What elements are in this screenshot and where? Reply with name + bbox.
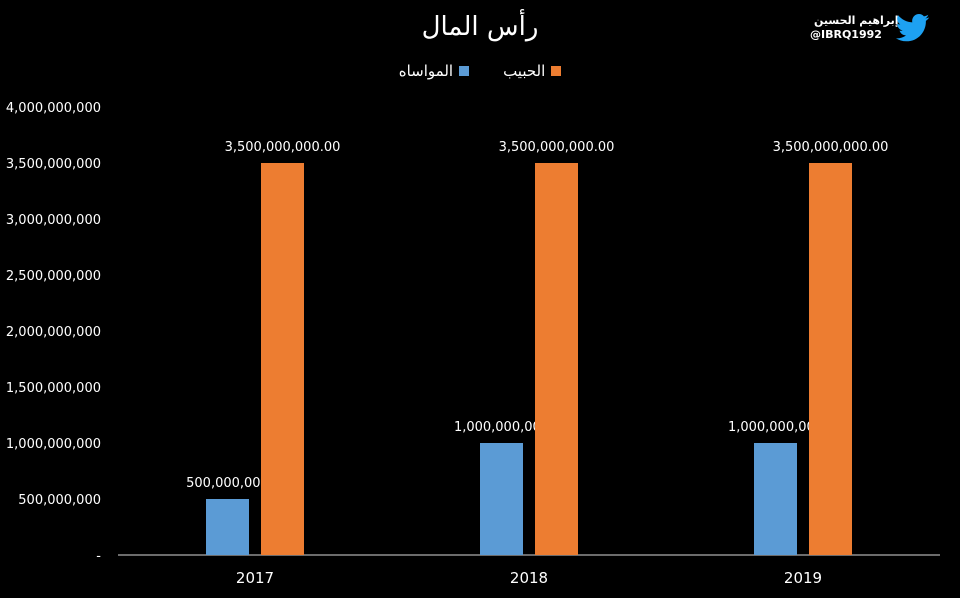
bar-2019-series-1 — [809, 163, 852, 555]
twitter-bird-icon — [895, 14, 930, 42]
x-tick-label: 2019 — [784, 569, 822, 587]
bar-2018-series-0 — [480, 443, 523, 555]
data-label: 1,000,000,000 — [454, 420, 549, 435]
y-tick-label: 500,000,000 — [18, 493, 101, 508]
y-tick-label: 3,000,000,000 — [6, 213, 101, 228]
x-tick-label: 2017 — [236, 569, 274, 587]
x-tick-label: 2018 — [510, 569, 548, 587]
data-label: 3,500,000,000.00 — [773, 140, 889, 155]
data-label: 1,000,000,000 — [728, 420, 823, 435]
y-tick-label: - — [96, 549, 101, 564]
legend-item-almuwasah: المواساه — [398, 62, 470, 80]
bar-2018-series-1 — [535, 163, 578, 555]
y-tick-label: 3,500,000,000 — [6, 157, 101, 172]
legend-swatch-almuwasah — [459, 66, 470, 76]
y-tick-label: 2,000,000,000 — [6, 325, 101, 340]
y-tick-label: 1,500,000,000 — [6, 381, 101, 396]
watermark-handle: @IBRQ1992 — [810, 28, 882, 41]
bar-2017-series-0 — [206, 499, 249, 555]
y-tick-label: 2,500,000,000 — [6, 269, 101, 284]
chart-title: رأس المال — [421, 12, 539, 42]
bar-2017-series-1 — [261, 163, 304, 555]
data-label: 500,000,000 — [186, 476, 269, 491]
watermark-name: إبراهيم الحسين — [814, 14, 899, 27]
legend: الحبيب المواساه — [0, 62, 960, 80]
y-tick-label: 4,000,000,000 — [6, 101, 101, 116]
legend-label-alhabib: الحبيب — [503, 62, 546, 80]
legend-label-almuwasah: المواساه — [398, 62, 454, 80]
watermark: إبراهيم الحسين @IBRQ1992 — [810, 14, 950, 54]
legend-item-alhabib: الحبيب — [503, 62, 562, 80]
y-tick-label: 1,000,000,000 — [6, 437, 101, 452]
legend-swatch-alhabib — [551, 66, 562, 76]
data-label: 3,500,000,000.00 — [225, 140, 341, 155]
bar-2019-series-0 — [754, 443, 797, 555]
data-label: 3,500,000,000.00 — [499, 140, 615, 155]
